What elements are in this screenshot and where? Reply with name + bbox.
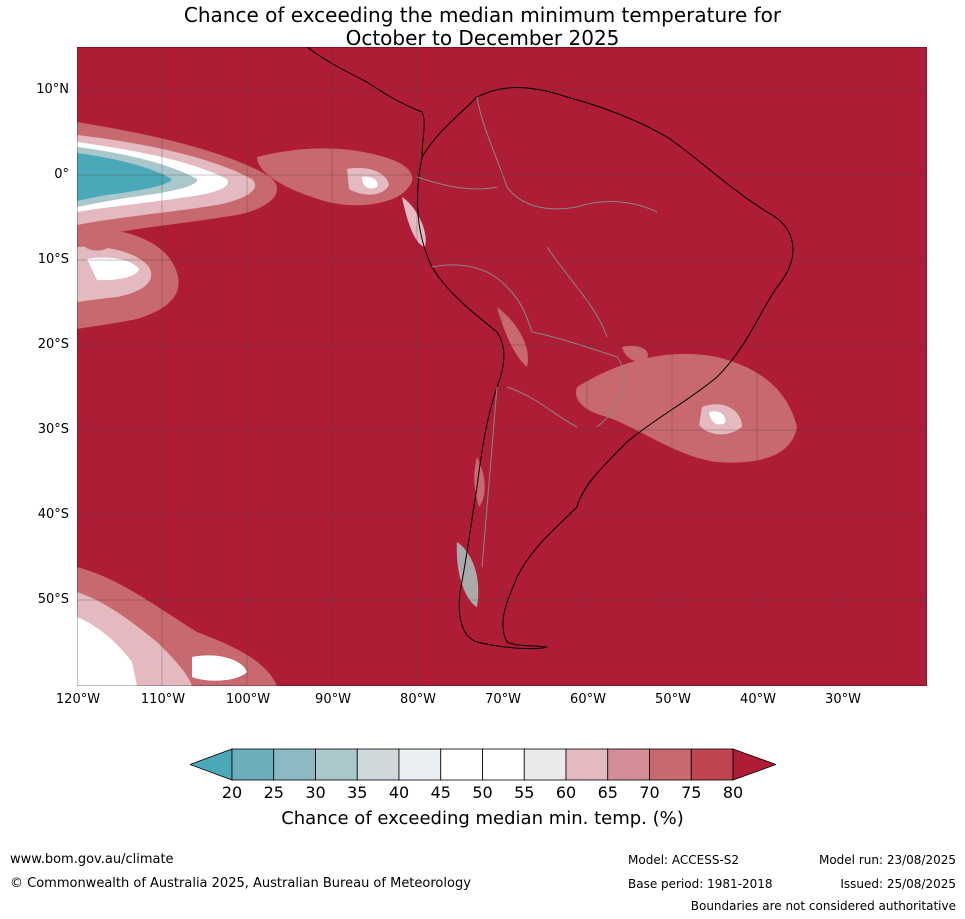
colorbar-tick-label: 80 <box>722 783 744 802</box>
disclaimer-text: Boundaries are not considered authoritat… <box>690 899 956 913</box>
colorbar-tick-label: 55 <box>514 783 535 802</box>
lon-label-60w: 60°W <box>570 692 606 707</box>
colorbar-segment <box>440 748 483 781</box>
colorbar-tick-label: 20 <box>221 783 243 802</box>
colorbar-segment <box>482 748 525 781</box>
lon-label-30w: 30°W <box>825 692 861 707</box>
central-america-outline <box>306 47 425 158</box>
colorbar-tick-label: 60 <box>555 783 577 802</box>
south-atlantic-anomaly <box>576 345 797 463</box>
copyright-text: © Commonwealth of Australia 2025, Austra… <box>10 876 471 891</box>
website-link[interactable]: www.bom.gov.au/climate <box>10 852 174 867</box>
lat-label-10s: 10°S <box>37 252 69 267</box>
colorbar-segment <box>565 748 609 781</box>
lat-label-30s: 30°S <box>37 422 69 437</box>
colorbar-tick-label: 35 <box>347 783 368 802</box>
colorbar-tick-label: 50 <box>472 783 493 802</box>
lat-label-10n: 10°N <box>36 82 69 97</box>
colorbar-tick-label: 70 <box>639 783 660 802</box>
colorbar-segment <box>690 748 734 781</box>
lon-label-70w: 70°W <box>485 692 521 707</box>
colorbar-segment <box>649 748 692 781</box>
lat-label-50s: 50°S <box>37 592 69 607</box>
south-pacific-anomaly <box>77 567 277 686</box>
colorbar-arrow-high <box>732 748 776 781</box>
colorbar <box>190 748 776 781</box>
colorbar-tick-label: 75 <box>681 783 702 802</box>
colorbar-tick-label: 30 <box>305 783 326 802</box>
lon-label-110w: 110°W <box>140 692 186 707</box>
colorbar-segment <box>523 748 567 781</box>
lon-label-100w: 100°W <box>225 692 271 707</box>
lat-label-20s: 20°S <box>37 337 69 352</box>
graticule <box>77 47 927 686</box>
pacific-anomaly-region <box>77 122 413 329</box>
model-run-text: Model run: 23/08/2025 <box>818 853 956 867</box>
colorbar-tick-label: 45 <box>430 783 451 802</box>
lon-label-40w: 40°W <box>740 692 776 707</box>
map-title: Chance of exceeding the median minimum t… <box>0 4 965 50</box>
colorbar-tick-label: 25 <box>263 783 284 802</box>
colorbar-tick-label: 65 <box>597 783 618 802</box>
colorbar-segment <box>356 748 400 781</box>
lat-label-40s: 40°S <box>37 507 69 522</box>
issued-text: Issued: 25/08/2025 <box>840 877 956 891</box>
base-period-text: Base period: 1981-2018 <box>628 877 773 891</box>
andes-anomaly <box>402 197 528 607</box>
lon-label-90w: 90°W <box>315 692 351 707</box>
probability-map <box>77 47 927 686</box>
model-text: Model: ACCESS-S2 <box>628 853 740 867</box>
title-line-2: October to December 2025 <box>345 26 620 50</box>
colorbar-segment <box>231 748 275 781</box>
lat-label-0: 0° <box>54 167 69 182</box>
lon-label-120w: 120°W <box>55 692 101 707</box>
colorbar-tick-label: 40 <box>388 783 410 802</box>
title-line-1: Chance of exceeding the median minimum t… <box>183 3 782 27</box>
colorbar-label: Chance of exceeding median min. temp. (%… <box>281 808 684 829</box>
colorbar-arrow-low <box>190 748 233 781</box>
country-borders <box>416 96 658 568</box>
colorbar-segment <box>398 748 442 781</box>
colorbar-segment <box>607 748 650 781</box>
lon-label-80w: 80°W <box>400 692 436 707</box>
colorbar-segment <box>315 748 358 781</box>
lon-label-50w: 50°W <box>655 692 691 707</box>
colorbar-segment <box>273 748 316 781</box>
